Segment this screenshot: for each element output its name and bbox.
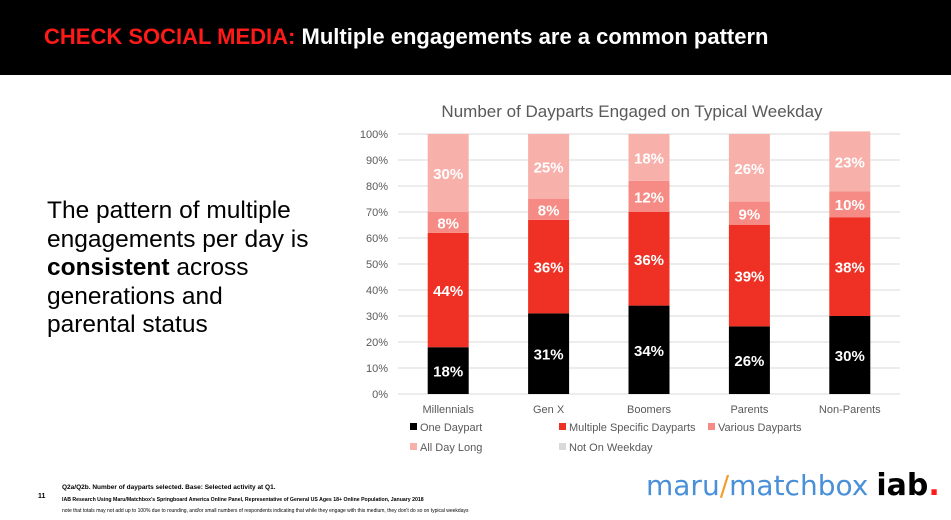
maru-matchbox-iab-logo: maru/matchbox iab. [646, 468, 940, 503]
y-tick-label: 0% [372, 389, 388, 401]
legend-label: One Daypart [420, 422, 482, 434]
data-label: 30% [835, 348, 865, 365]
data-label: 36% [634, 252, 664, 269]
legend-label: All Day Long [420, 442, 482, 454]
logo-slash: / [719, 469, 730, 502]
bar-segment [528, 134, 570, 199]
bar-segment [728, 326, 770, 394]
legend-label: Not On Weekday [569, 442, 653, 454]
bar-segment [427, 134, 469, 212]
data-label: 30% [433, 166, 463, 183]
data-label: 10% [835, 197, 865, 214]
data-label: 8% [437, 215, 459, 232]
data-label: 8% [538, 202, 560, 219]
x-tick-label: Parents [730, 404, 768, 416]
bar-segment [528, 199, 570, 220]
bar-segment [829, 217, 871, 316]
bar-segment [628, 134, 670, 181]
bar-segment [728, 201, 770, 225]
body-text: The pattern of multiple engagements per … [47, 197, 317, 340]
body-text-bold: consistent [47, 254, 170, 281]
logo-matchbox: matchbox [729, 469, 869, 502]
title-rest: Multiple engagements are a common patter… [295, 24, 769, 49]
bar-segment [628, 305, 670, 394]
data-label: 44% [433, 283, 463, 300]
legend-swatch [708, 423, 715, 430]
y-tick-label: 30% [366, 311, 388, 323]
bar-segment [427, 212, 469, 233]
data-label: 23% [835, 154, 865, 171]
logo-dot: . [928, 468, 940, 503]
legend-swatch [410, 443, 417, 450]
footnote-source: IAB Research Using Maru/Matchbox's Sprin… [62, 497, 424, 503]
bar-segment [628, 212, 670, 306]
y-tick-label: 90% [366, 155, 388, 167]
x-tick-label: Millennials [423, 404, 475, 416]
y-tick-label: 100% [360, 129, 388, 141]
data-label: 39% [734, 269, 764, 286]
body-text-before: The pattern of multiple engagements per … [47, 197, 309, 253]
legend-swatch [559, 423, 566, 430]
x-tick-label: Boomers [627, 404, 672, 416]
y-tick-label: 70% [366, 207, 388, 219]
footnote-base: Q2a/Q2b. Number of dayparts selected. Ba… [62, 484, 276, 491]
logo-maru: maru [646, 469, 720, 502]
x-tick-label: Gen X [533, 404, 565, 416]
data-label: 36% [534, 260, 564, 277]
bar-segment [829, 191, 871, 218]
bar-segment [829, 316, 871, 394]
data-label: 18% [634, 150, 664, 167]
header-bar: CHECK SOCIAL MEDIA: Multiple engagements… [0, 0, 951, 75]
slide-number: 11 [38, 493, 46, 500]
data-label: 18% [433, 364, 463, 381]
footnote-rounding: note that totals may not add up to 100% … [62, 508, 469, 514]
x-tick-label: Non-Parents [819, 404, 881, 416]
data-label: 34% [634, 343, 664, 360]
data-label: 9% [739, 206, 761, 223]
legend-label: Multiple Specific Dayparts [569, 422, 696, 434]
y-tick-label: 60% [366, 233, 388, 245]
bar-segment [829, 131, 871, 192]
chart-title: Number of Dayparts Engaged on Typical We… [441, 102, 823, 121]
data-label: 31% [534, 347, 564, 364]
data-label: 12% [634, 189, 664, 206]
y-tick-label: 50% [366, 259, 388, 271]
y-tick-label: 10% [366, 363, 388, 375]
legend-swatch [559, 443, 566, 450]
y-tick-label: 20% [366, 337, 388, 349]
body-text-after: across generations and parental status [47, 254, 249, 338]
data-label: 25% [534, 160, 564, 177]
y-tick-label: 40% [366, 285, 388, 297]
data-label: 38% [835, 260, 865, 277]
data-label: 26% [734, 161, 764, 178]
bar-segment [728, 134, 770, 202]
legend-swatch [410, 423, 417, 430]
bar-segment [427, 347, 469, 394]
logo-iab: iab [876, 468, 929, 503]
title-prefix: CHECK SOCIAL MEDIA: [44, 24, 296, 49]
bar-segment [728, 225, 770, 327]
bar-segment [427, 232, 469, 348]
bar-segment [628, 180, 670, 212]
y-tick-label: 80% [366, 181, 388, 193]
bar-segment [528, 219, 570, 314]
legend-label: Various Dayparts [718, 422, 802, 434]
slide-title: CHECK SOCIAL MEDIA: Multiple engagements… [44, 24, 769, 50]
bar-segment [528, 313, 570, 394]
data-label: 26% [734, 353, 764, 370]
